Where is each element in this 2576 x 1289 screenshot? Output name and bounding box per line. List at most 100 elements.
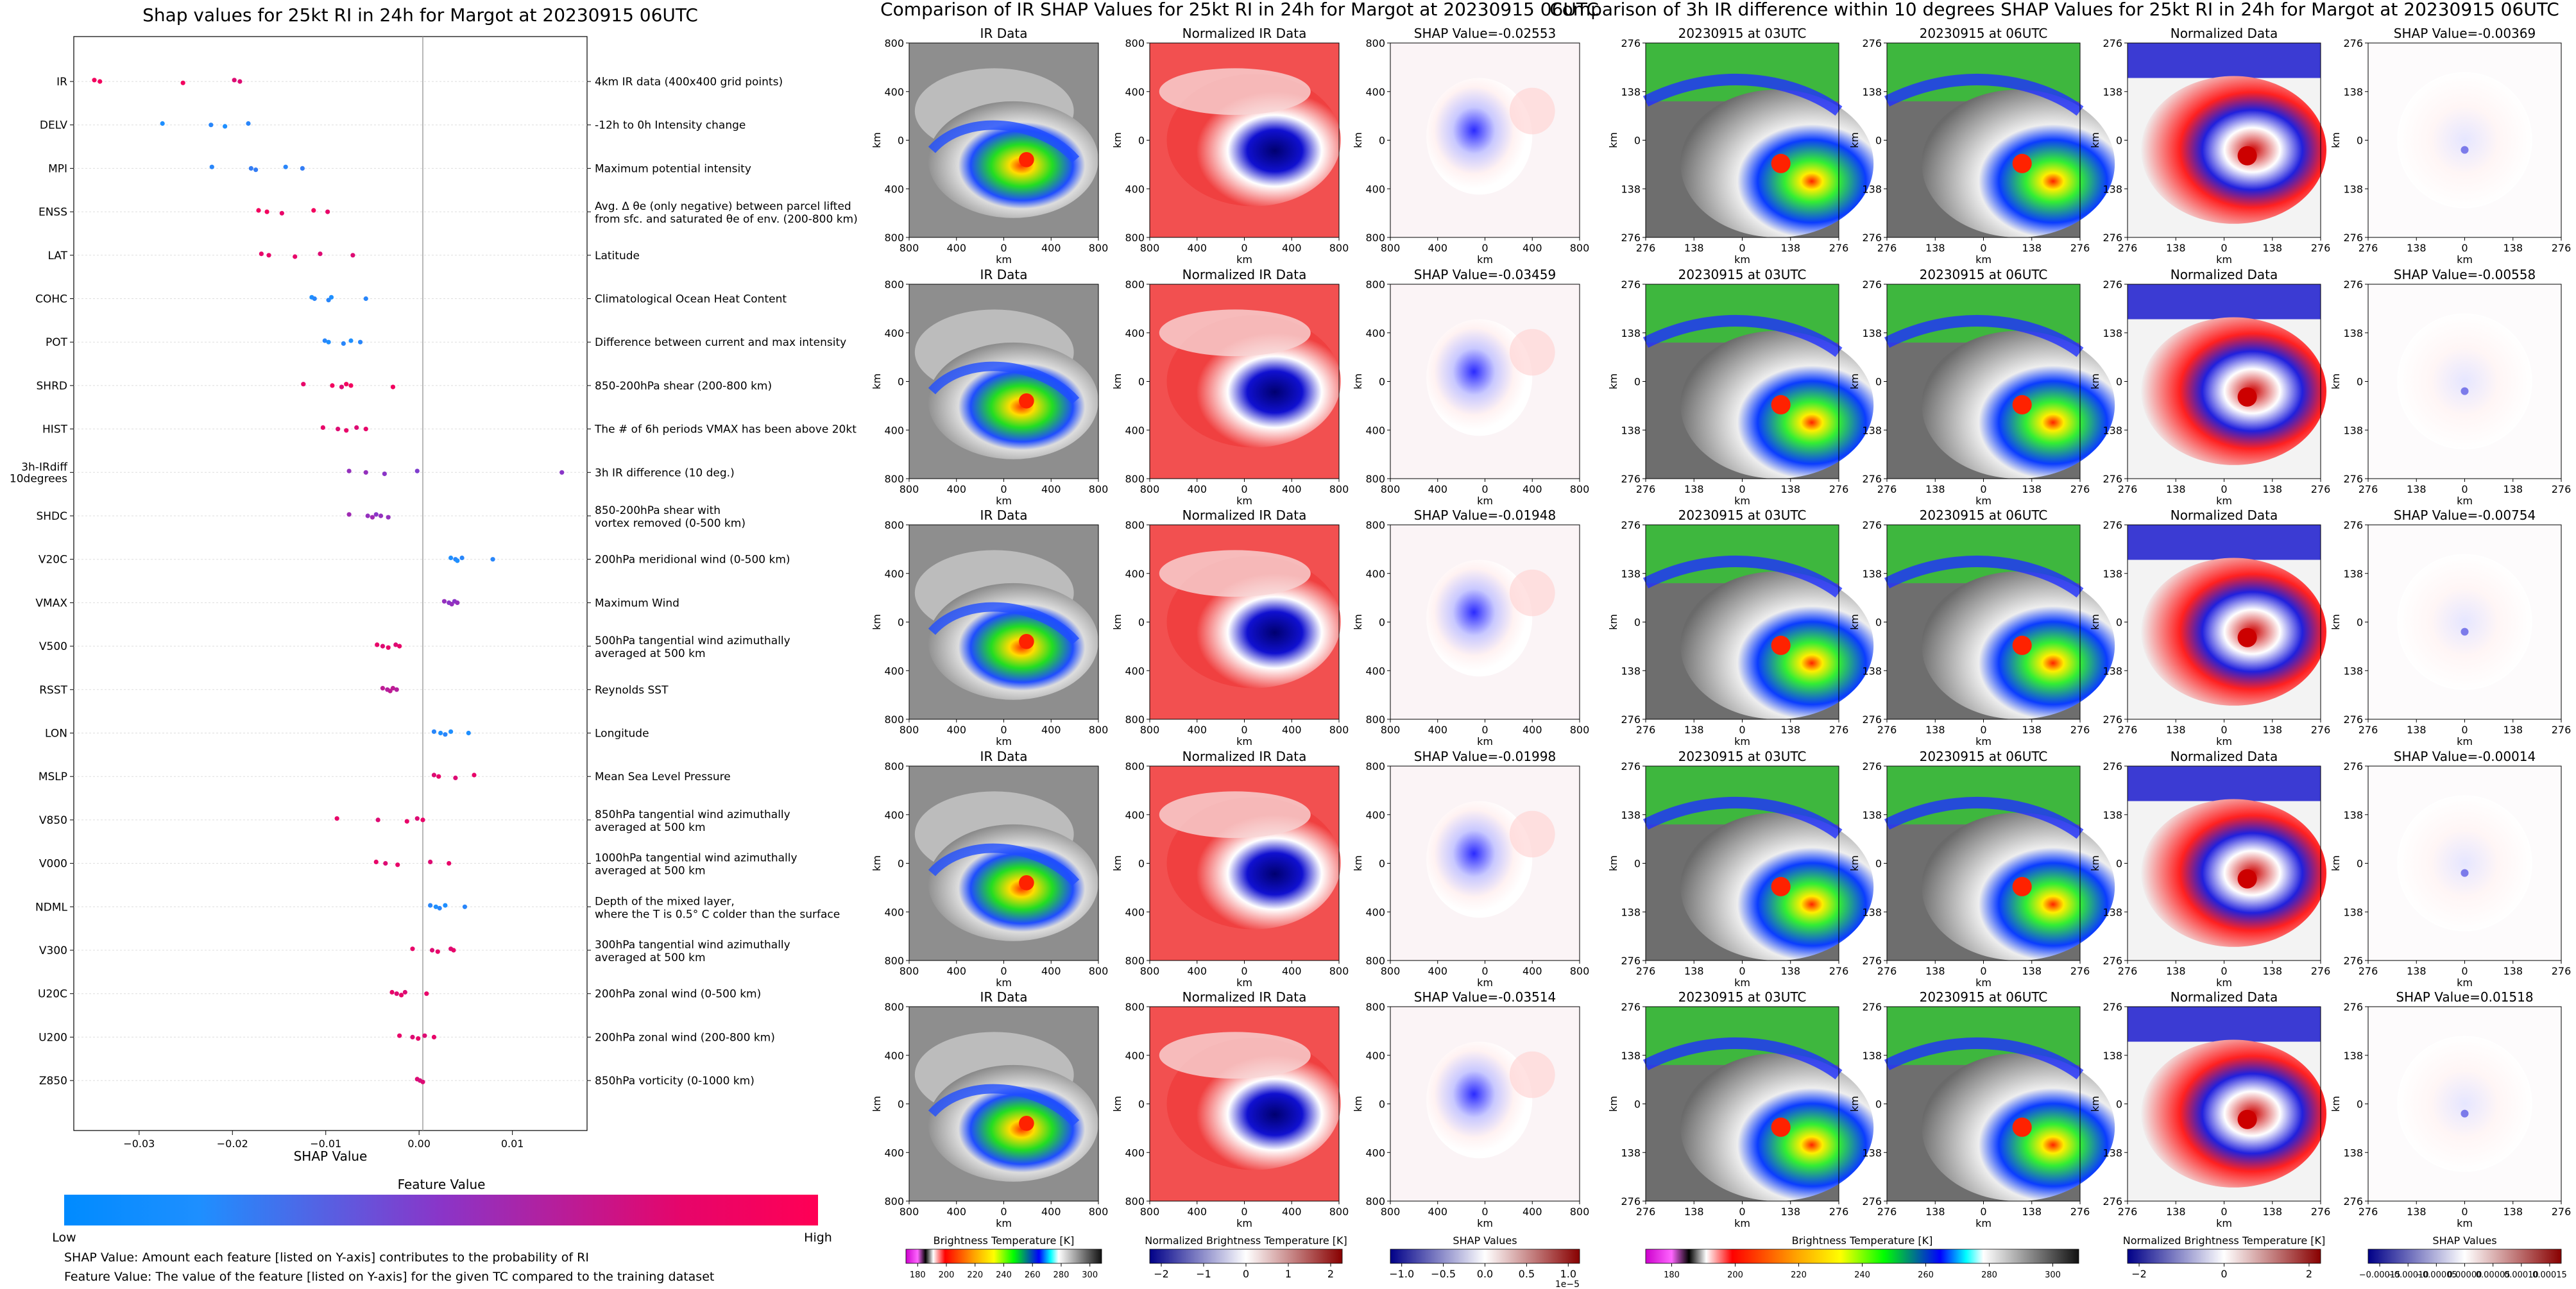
normir-cloud xyxy=(1159,791,1311,839)
shap-point xyxy=(410,946,415,952)
panel-y-tick-label: 0 xyxy=(898,858,904,870)
panel-x-tick-label: 400 xyxy=(1428,242,1447,254)
panel-x-tick-label: 276 xyxy=(1636,242,1656,254)
panel-y-tick-label: 276 xyxy=(1862,278,1882,291)
panel-y-label: km xyxy=(871,855,883,871)
shap-point xyxy=(431,1034,437,1039)
shap-point xyxy=(390,686,396,691)
irdiff-panel-title: 20230915 at 06UTC xyxy=(1920,989,2048,1005)
panel-y-label: km xyxy=(1848,614,1861,630)
ir-panel-r4-c1: 800 400 0 400 8008004000400800kmkmNormalized… xyxy=(1111,989,1349,1229)
panel-x-label: km xyxy=(1236,253,1252,266)
normd-center xyxy=(2237,627,2257,647)
panel-y-label: km xyxy=(2330,614,2342,630)
feature-desc-22: 200hPa zonal wind (200-800 km) xyxy=(595,1031,775,1044)
panel-x-tick-label: 138 xyxy=(2166,965,2186,977)
ir-panel-title: IR Data xyxy=(980,989,1028,1005)
colorbar-1: Normalized Brightness Temperature [K] −2 −… xyxy=(1145,1234,1347,1280)
storm-band xyxy=(928,602,1080,645)
panel-y-tick-label: 0 xyxy=(1379,1098,1385,1111)
panel-y-tick-label: 0 xyxy=(1138,135,1145,147)
panel-x-tick-label: 276 xyxy=(2311,1206,2331,1218)
shap-point xyxy=(370,515,375,520)
panel-x-tick-label: 400 xyxy=(1041,1206,1061,1218)
panel-x-tick-label: 276 xyxy=(2358,242,2378,254)
panel-x-tick-label: 400 xyxy=(1282,724,1302,736)
panel-image-diffir xyxy=(1642,525,1874,719)
shap-point xyxy=(322,338,327,343)
panel-x-tick-label: 0 xyxy=(1241,483,1247,495)
panel-y-tick-label: 800 xyxy=(1365,519,1385,531)
panel-x-tick-label: 0 xyxy=(1739,724,1745,736)
shap-point xyxy=(209,123,214,128)
diffir-band xyxy=(1642,556,1843,598)
panel-x-tick-label: 138 xyxy=(2166,242,2186,254)
panel-image-shapir xyxy=(1390,1007,1580,1201)
panel-y-label: km xyxy=(1607,855,1619,871)
panel-x-tick-label: 0 xyxy=(2461,965,2468,977)
feature-desc-21: 200hPa zonal wind (0-500 km) xyxy=(595,988,761,1001)
panel-x-tick-label: 276 xyxy=(2070,724,2090,736)
shap-point xyxy=(386,645,391,650)
beeswarm-plot: IR DELV MPI ENSS LAT COHC POT SHRD HIST 3h-IRdiff… xyxy=(10,36,858,1164)
panel-y-tick-label: 400 xyxy=(1365,86,1385,98)
colorbar-tick-label: 180 xyxy=(1664,1270,1680,1280)
panel-y-tick-label: 276 xyxy=(2343,1195,2363,1208)
panel-y-tick-label: 276 xyxy=(2103,1195,2122,1208)
panel-image-shapd xyxy=(2368,766,2561,960)
colorbar-3: Brightness Temperature [K] 180 200 220 240 26… xyxy=(1645,1234,2079,1280)
note-shap-value: SHAP Value: Amount each feature [listed … xyxy=(64,1251,589,1265)
panel-y-tick-label: 400 xyxy=(1365,568,1385,580)
panel-y-label: km xyxy=(871,1096,883,1112)
colorbar-tick-label: 220 xyxy=(967,1270,983,1280)
shap-point xyxy=(390,384,396,389)
feature-value-high: High xyxy=(804,1231,832,1245)
irdiff-panel-title: Normalized Data xyxy=(2171,508,2278,523)
panel-image-normd xyxy=(2128,1007,2327,1201)
shap-point xyxy=(98,79,103,84)
panel-x-tick-label: 276 xyxy=(2118,965,2138,977)
irdiff-panel-title: 20230915 at 03UTC xyxy=(1678,749,1807,764)
panel-x-tick-label: 276 xyxy=(2070,965,2090,977)
feature-desc-14: Reynolds SST xyxy=(595,684,669,697)
panel-y-label: km xyxy=(1111,373,1123,389)
panel-y-tick-label: 400 xyxy=(1125,568,1145,580)
shap-point xyxy=(92,78,97,83)
feature-value-title: Feature Value xyxy=(398,1177,486,1192)
panel-y-tick-label: 800 xyxy=(1125,37,1145,49)
panel-x-tick-label: 138 xyxy=(1780,1206,1800,1218)
panel-x-tick-label: 276 xyxy=(2311,724,2331,736)
shapir-core xyxy=(1426,319,1533,436)
feature-name-5: COHC xyxy=(35,293,67,306)
panel-x-tick-label: 0 xyxy=(1481,483,1488,495)
panel-x-tick-label: 138 xyxy=(2262,1206,2282,1218)
panel-y-tick-label: 0 xyxy=(1634,376,1641,388)
feature-name-12: VMAX xyxy=(35,597,67,610)
ir-panel-title: Normalized IR Data xyxy=(1182,989,1307,1005)
shap-point xyxy=(326,298,331,303)
shap-point xyxy=(293,254,298,259)
panel-y-tick-label: 0 xyxy=(1379,135,1385,147)
panel-y-tick-label: 138 xyxy=(2343,183,2363,195)
panel-x-tick-label: 276 xyxy=(1829,965,1849,977)
panel-y-tick-label: 0 xyxy=(1138,858,1145,870)
panel-x-label: km xyxy=(1477,1217,1493,1229)
colorbar-gradient xyxy=(905,1249,1102,1264)
shapir-core xyxy=(1426,801,1533,918)
panel-x-tick-label: 138 xyxy=(2022,1206,2042,1218)
ir-panel-title: IR Data xyxy=(980,26,1028,41)
panel-y-tick-label: 400 xyxy=(1365,906,1385,918)
panel-y-tick-label: 800 xyxy=(1125,473,1145,485)
irdiff-panel-r3-c2: 276 138 0 138 2762761380138276kmkmNormalized… xyxy=(2089,749,2330,989)
panel-y-tick-label: 138 xyxy=(2103,86,2122,98)
panel-x-tick-label: 276 xyxy=(1829,724,1849,736)
panel-y-tick-label: 800 xyxy=(1125,1001,1145,1013)
shap-point xyxy=(264,209,269,214)
panel-y-tick-label: 800 xyxy=(884,473,904,485)
panel-y-label: km xyxy=(1848,132,1861,148)
panel-x-tick-label: 276 xyxy=(2311,965,2331,977)
panel-y-tick-label: 276 xyxy=(1621,37,1641,49)
feature-desc-0: 4km IR data (400x400 grid points) xyxy=(595,76,783,89)
panel-image-shapd xyxy=(2368,1007,2561,1201)
panel-image-normir xyxy=(1150,1007,1341,1201)
